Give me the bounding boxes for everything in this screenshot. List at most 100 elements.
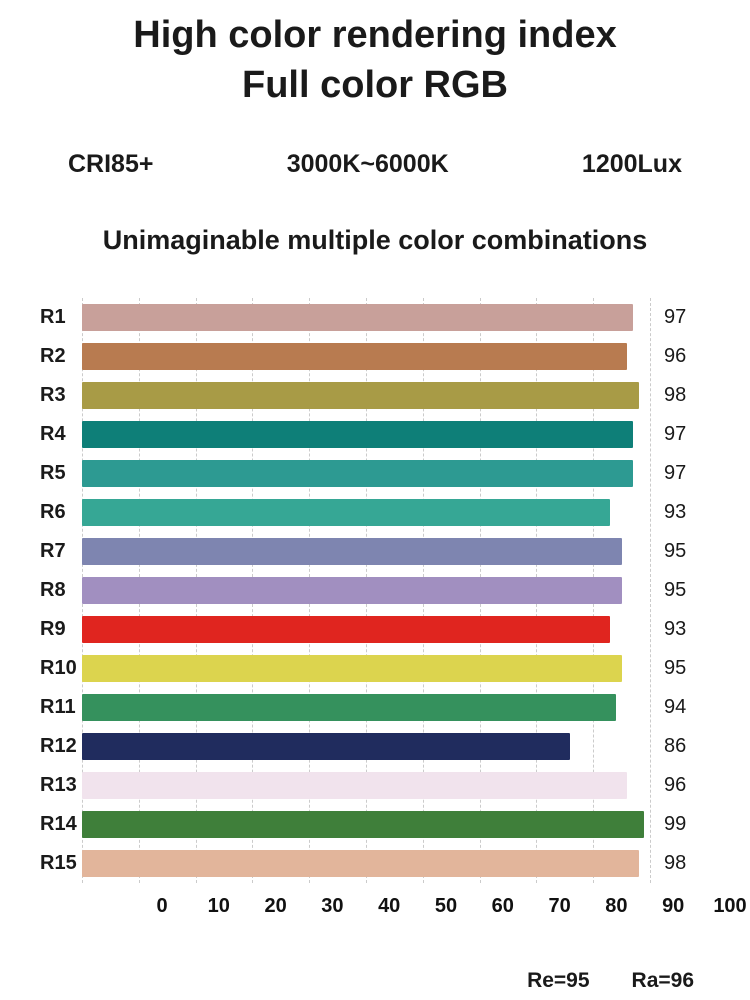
value-label: 95 xyxy=(664,540,687,563)
category-label: R2 xyxy=(40,345,66,368)
bar-row-r10: R10 95 xyxy=(40,649,710,688)
category-label: R1 xyxy=(40,306,66,329)
bar-r12 xyxy=(82,733,571,761)
bar-row-r6: R6 93 xyxy=(40,493,710,532)
category-label: R4 xyxy=(40,423,66,446)
category-label: R6 xyxy=(40,501,66,524)
x-tick-100: 100 xyxy=(713,895,747,918)
bar-row-r5: R5 97 xyxy=(40,454,710,493)
spec-lux: 1200Lux xyxy=(581,150,682,179)
bar-row-r15: R15 98 xyxy=(40,844,710,883)
bar-r5 xyxy=(82,460,633,488)
bar-r1 xyxy=(82,304,633,332)
x-tick-40: 40 xyxy=(378,895,401,918)
bar-row-r7: R7 95 xyxy=(40,532,710,571)
category-label: R5 xyxy=(40,462,66,485)
bar-row-r3: R3 98 xyxy=(40,376,710,415)
bar-r2 xyxy=(82,343,628,371)
x-tick-60: 60 xyxy=(491,895,514,918)
x-tick-30: 30 xyxy=(321,895,344,918)
spec-row: CRI85+ 3000K~6000K 1200Lux xyxy=(0,150,750,179)
bar-track xyxy=(82,772,650,800)
bar-r10 xyxy=(82,655,622,683)
value-label: 93 xyxy=(664,618,687,641)
bar-r7 xyxy=(82,538,622,566)
category-label: R7 xyxy=(40,540,66,563)
value-label: 95 xyxy=(664,657,687,680)
bar-track xyxy=(82,304,650,332)
cri-bar-chart: R1 97 R2 96 R3 98 R4 97 R5 97 R6 93 R7 95 R8 95 R9 93 R10 9… xyxy=(0,298,750,925)
x-tick-70: 70 xyxy=(548,895,571,918)
category-label: R10 xyxy=(40,657,77,680)
bar-r13 xyxy=(82,772,628,800)
category-label: R8 xyxy=(40,579,66,602)
bar-row-r1: R1 97 xyxy=(40,298,710,337)
x-tick-0: 0 xyxy=(156,895,168,918)
x-tick-20: 20 xyxy=(264,895,287,918)
bar-row-r14: R14 99 xyxy=(40,805,710,844)
value-label: 99 xyxy=(664,813,687,836)
bar-r15 xyxy=(82,850,639,878)
category-label: R15 xyxy=(40,852,77,875)
x-tick-90: 90 xyxy=(662,895,685,918)
value-label: 97 xyxy=(664,462,687,485)
bar-track xyxy=(82,733,650,761)
value-label: 94 xyxy=(664,696,687,719)
page-title: High color rendering index Full color RG… xyxy=(0,0,750,110)
x-axis: 0 10 20 30 40 50 60 70 80 90 100 xyxy=(156,889,746,925)
value-label: 98 xyxy=(664,384,687,407)
bar-r3 xyxy=(82,382,639,410)
x-tick-80: 80 xyxy=(605,895,628,918)
x-tick-10: 10 xyxy=(207,895,230,918)
bar-row-r2: R2 96 xyxy=(40,337,710,376)
bar-r8 xyxy=(82,577,622,605)
spec-cri: CRI85+ xyxy=(68,150,154,179)
value-label: 86 xyxy=(664,735,687,758)
bar-track xyxy=(82,811,650,839)
spec-color-temp: 3000K~6000K xyxy=(286,150,449,179)
bar-track xyxy=(82,577,650,605)
bar-r9 xyxy=(82,616,611,644)
x-tick-50: 50 xyxy=(434,895,458,918)
bar-row-r8: R8 95 xyxy=(40,571,710,610)
bar-r6 xyxy=(82,499,611,527)
value-label: 98 xyxy=(664,852,687,875)
title-line-2: Full color RGB xyxy=(242,64,508,107)
bar-track xyxy=(82,421,650,449)
category-label: R3 xyxy=(40,384,66,407)
category-label: R13 xyxy=(40,774,77,797)
footer-metrics: Re=95 Ra=96 xyxy=(0,969,750,993)
bar-r4 xyxy=(82,421,633,449)
value-label: 97 xyxy=(664,306,687,329)
category-label: R14 xyxy=(40,813,77,836)
bar-row-r9: R9 93 xyxy=(40,610,710,649)
bar-rows: R1 97 R2 96 R3 98 R4 97 R5 97 R6 93 R7 95 R8 95 R9 93 R10 9… xyxy=(40,298,710,883)
bar-row-r11: R11 94 xyxy=(40,688,710,727)
bar-track xyxy=(82,460,650,488)
bar-track xyxy=(82,382,650,410)
bar-r14 xyxy=(82,811,645,839)
value-label: 96 xyxy=(664,774,687,797)
bar-track xyxy=(82,694,650,722)
value-label: 97 xyxy=(664,423,687,446)
value-label: 95 xyxy=(664,579,687,602)
re-value: Re=95 xyxy=(527,969,590,993)
bar-track xyxy=(82,499,650,527)
subtitle: Unimaginable multiple color combinations xyxy=(102,225,648,256)
category-label: R9 xyxy=(40,618,66,641)
category-label: R11 xyxy=(40,696,76,719)
bar-row-r4: R4 97 xyxy=(40,415,710,454)
bar-row-r13: R13 96 xyxy=(40,766,710,805)
value-label: 96 xyxy=(664,345,687,368)
bar-r11 xyxy=(82,694,616,722)
value-label: 93 xyxy=(664,501,687,524)
bar-track xyxy=(82,616,650,644)
ra-value: Ra=96 xyxy=(631,969,694,993)
title-line-1: High color rendering index xyxy=(133,14,617,56)
bar-track xyxy=(82,655,650,683)
bar-row-r12: R12 86 xyxy=(40,727,710,766)
bar-track xyxy=(82,538,650,566)
bar-track xyxy=(82,850,650,878)
bar-track xyxy=(82,343,650,371)
